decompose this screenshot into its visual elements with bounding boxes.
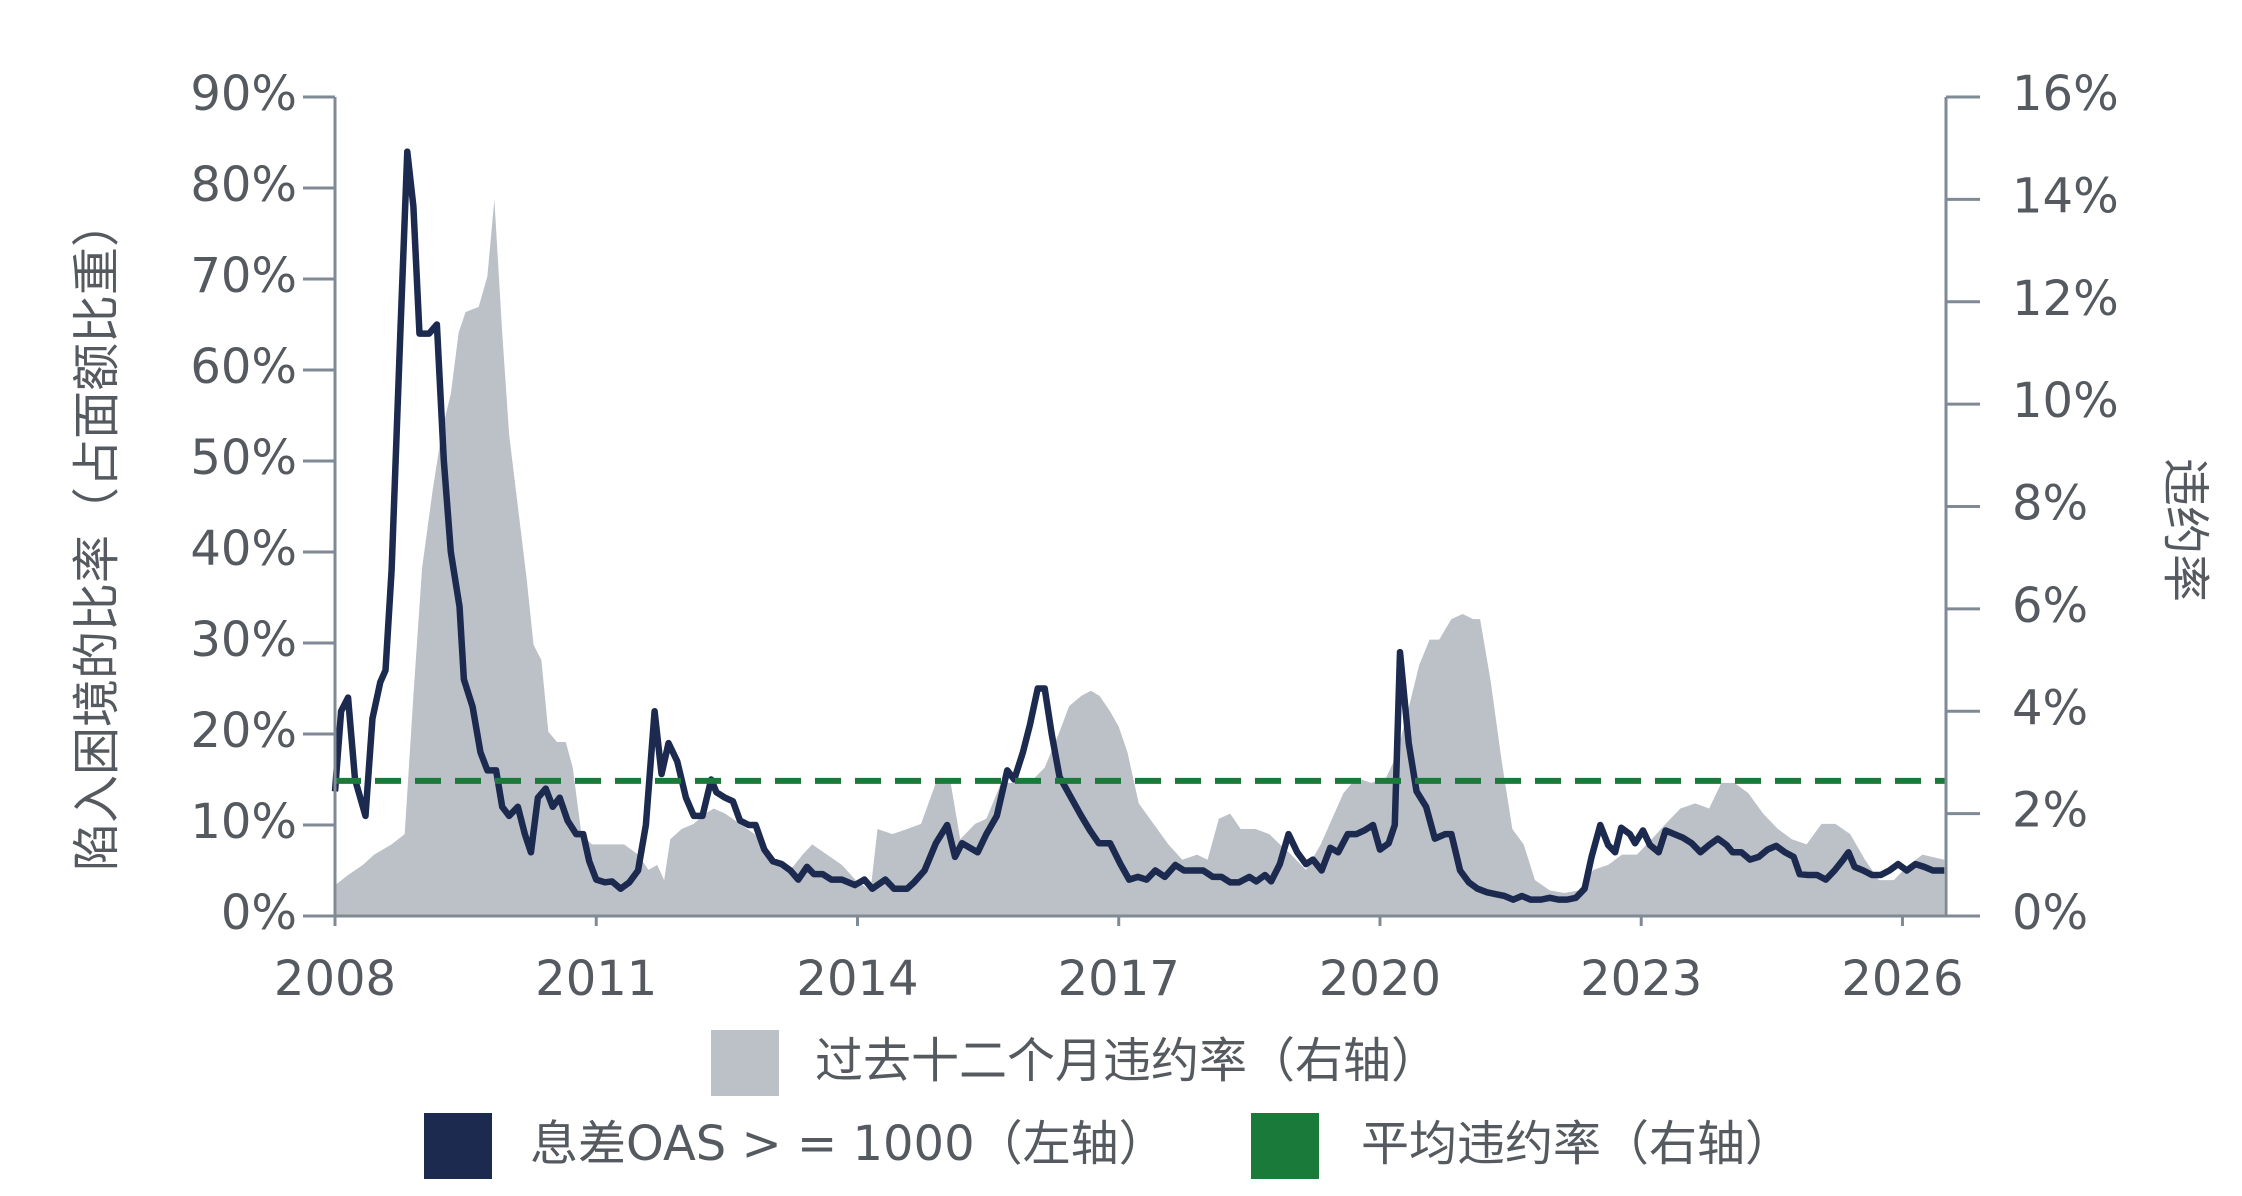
x-tick-label: 2017 — [1058, 951, 1180, 1007]
x-tick-label: 2020 — [1319, 951, 1441, 1007]
x-tick-label: 2023 — [1580, 951, 1702, 1007]
y-tick-label: 0% — [221, 885, 297, 941]
x-tick-label: 2026 — [1841, 951, 1963, 1007]
y-tick-label: 20% — [190, 703, 297, 759]
legend-label: 过去十二个月违约率（右轴） — [815, 1033, 1439, 1089]
y2-tick-label: 14% — [2012, 168, 2119, 224]
legend-label: 息差OAS > = 1000（左轴） — [530, 1116, 1167, 1172]
y-axis-title: 陷入困境的比率（占面额比重） — [69, 199, 125, 871]
legend-swatch — [424, 1113, 492, 1179]
legend-label: 平均违约率（右轴） — [1361, 1116, 1793, 1172]
x-tick-label: 2014 — [796, 951, 918, 1007]
y-tick-label: 70% — [190, 248, 297, 304]
y-tick-label: 40% — [190, 521, 297, 577]
y2-tick-label: 12% — [2012, 271, 2119, 327]
y2-tick-label: 4% — [2012, 680, 2088, 736]
area — [335, 199, 1945, 916]
x-tick-label: 2011 — [535, 951, 657, 1007]
y-tick-label: 10% — [190, 794, 297, 850]
y-tick-label: 30% — [190, 612, 297, 668]
y2-tick-label: 0% — [2012, 885, 2088, 941]
y-tick-label: 60% — [190, 339, 297, 395]
y2-tick-label: 6% — [2012, 578, 2088, 634]
y2-tick-label: 10% — [2012, 373, 2119, 429]
line — [331, 148, 1945, 903]
x-tick-label: 2008 — [274, 951, 396, 1007]
legend-swatch — [1251, 1113, 1319, 1179]
y2-tick-label: 8% — [2012, 476, 2088, 532]
y-tick-label: 80% — [190, 157, 297, 213]
y2-tick-label: 2% — [2012, 783, 2088, 839]
y-tick-label: 50% — [190, 430, 297, 486]
y2-tick-label: 16% — [2012, 66, 2119, 122]
y2-axis-title: 违约率 — [2157, 458, 2213, 602]
y-tick-label: 90% — [190, 66, 297, 122]
legend-swatch — [711, 1030, 779, 1096]
